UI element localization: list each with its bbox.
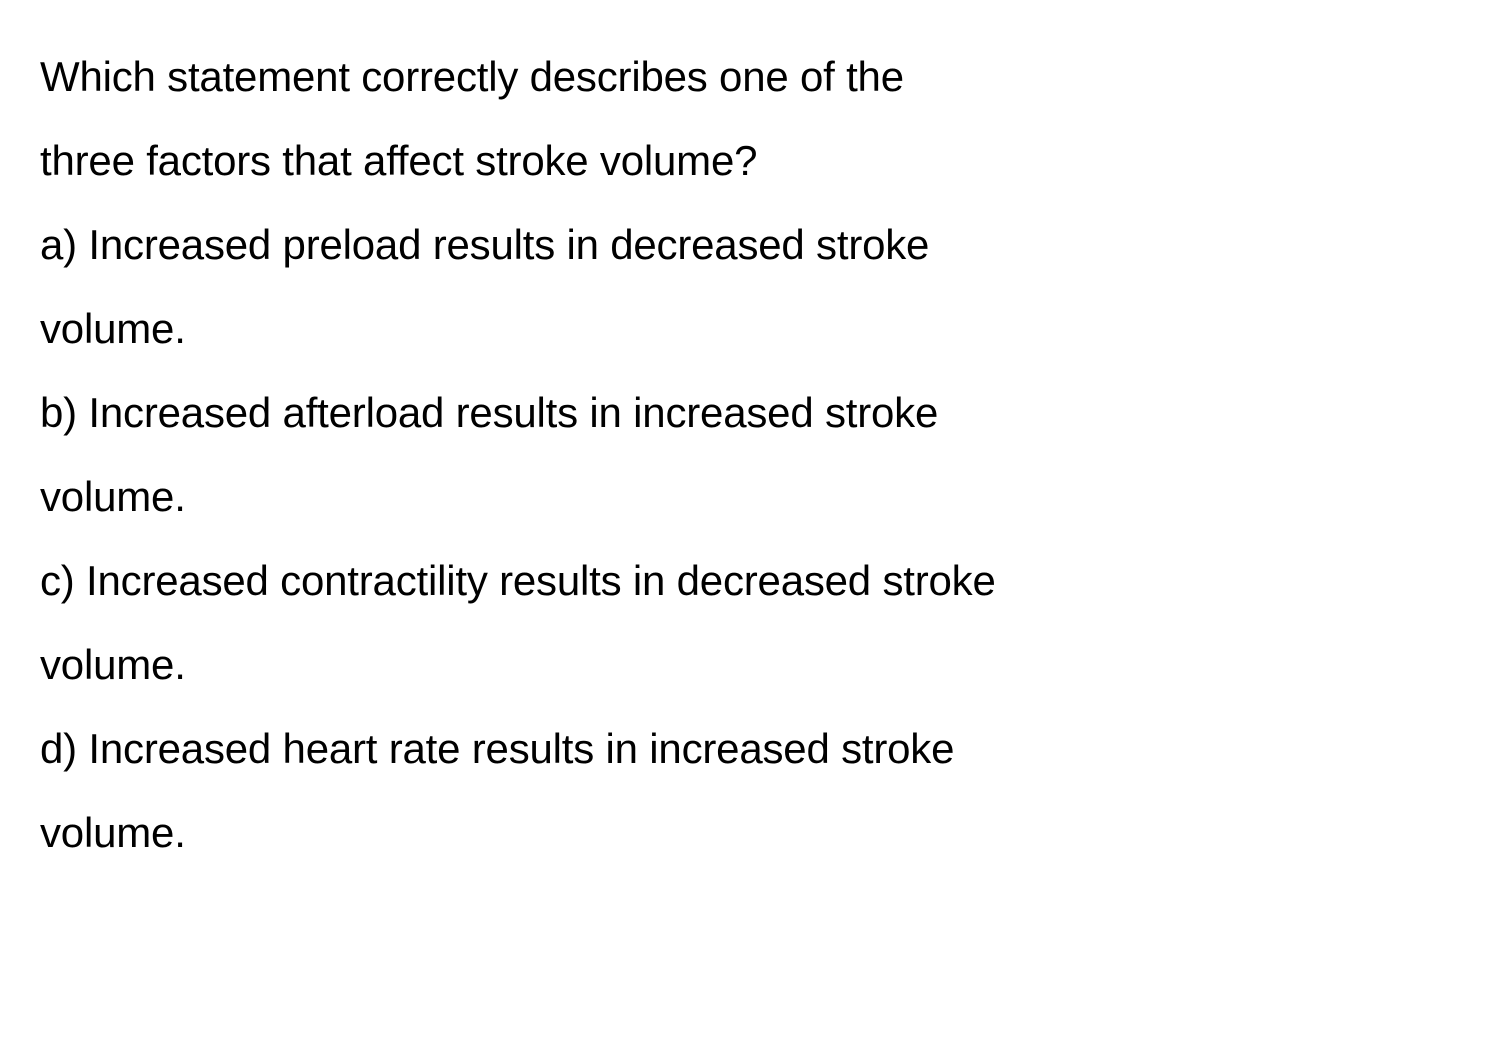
option-b-line-2: volume.: [40, 455, 1460, 539]
option-a-line-2: volume.: [40, 287, 1460, 371]
question-page: Which statement correctly describes one …: [0, 0, 1500, 915]
option-d-line-1: d) Increased heart rate results in incre…: [40, 707, 1460, 791]
option-d-line-2: volume.: [40, 791, 1460, 875]
option-a-line-1: a) Increased preload results in decrease…: [40, 203, 1460, 287]
option-b-line-1: b) Increased afterload results in increa…: [40, 371, 1460, 455]
question-line-1: Which statement correctly describes one …: [40, 35, 1460, 119]
option-c-line-1: c) Increased contractility results in de…: [40, 539, 1460, 623]
question-line-2: three factors that affect stroke volume?: [40, 119, 1460, 203]
option-c-line-2: volume.: [40, 623, 1460, 707]
